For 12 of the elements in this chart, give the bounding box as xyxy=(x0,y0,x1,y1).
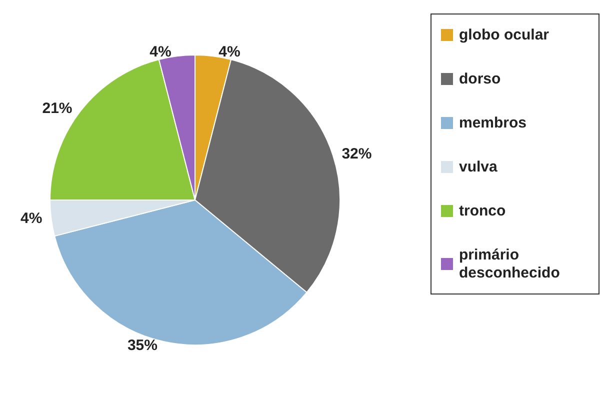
legend-label: vulva xyxy=(459,158,498,176)
legend-label: globo ocular xyxy=(459,26,550,44)
data-label: 32% xyxy=(342,145,372,162)
data-label: 21% xyxy=(42,100,72,118)
data-label: 35% xyxy=(127,336,158,354)
data-label: 4% xyxy=(150,44,172,61)
legend-label: membros xyxy=(459,114,527,132)
data-label: 4% xyxy=(20,210,42,228)
legend-label: dorso xyxy=(459,70,501,88)
legend-label: primário desconhecido xyxy=(459,246,560,282)
legend-label: tronco xyxy=(459,202,506,220)
data-label: 4% xyxy=(218,44,240,61)
